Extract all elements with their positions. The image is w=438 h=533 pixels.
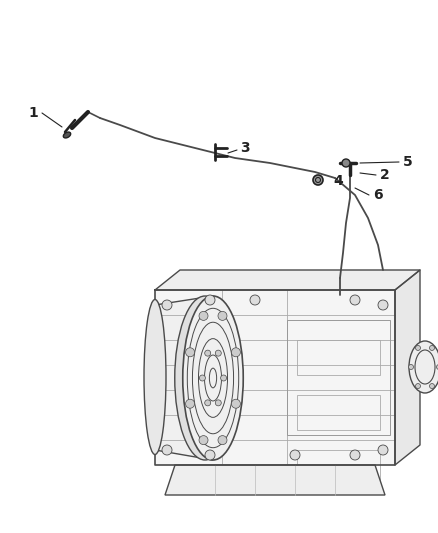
Circle shape (162, 300, 172, 310)
Circle shape (205, 350, 211, 356)
Circle shape (416, 345, 420, 350)
Ellipse shape (175, 296, 235, 460)
Circle shape (199, 375, 205, 381)
Circle shape (205, 295, 215, 305)
Polygon shape (155, 270, 420, 290)
Circle shape (416, 384, 420, 389)
Circle shape (205, 400, 211, 406)
Circle shape (409, 365, 413, 369)
Circle shape (430, 345, 434, 350)
Circle shape (250, 295, 260, 305)
Circle shape (199, 435, 208, 445)
Circle shape (378, 445, 388, 455)
Circle shape (186, 348, 194, 357)
Text: 6: 6 (373, 188, 383, 202)
Text: 3: 3 (240, 141, 250, 155)
Ellipse shape (144, 300, 166, 455)
Polygon shape (155, 296, 213, 460)
Circle shape (205, 450, 215, 460)
Ellipse shape (183, 296, 243, 460)
Circle shape (215, 400, 221, 406)
Ellipse shape (409, 341, 438, 393)
Circle shape (437, 365, 438, 369)
Circle shape (199, 311, 208, 320)
Circle shape (430, 384, 434, 389)
Circle shape (350, 295, 360, 305)
Circle shape (218, 311, 227, 320)
Text: 2: 2 (380, 168, 390, 182)
Circle shape (218, 435, 227, 445)
Circle shape (342, 159, 350, 167)
Text: 4: 4 (333, 174, 343, 188)
Circle shape (290, 450, 300, 460)
Polygon shape (155, 290, 395, 465)
Circle shape (378, 300, 388, 310)
Circle shape (350, 450, 360, 460)
Circle shape (162, 445, 172, 455)
Text: 1: 1 (28, 106, 38, 120)
Circle shape (186, 399, 194, 408)
Circle shape (215, 350, 221, 356)
Polygon shape (395, 270, 420, 465)
Polygon shape (165, 465, 385, 495)
Circle shape (231, 348, 240, 357)
Ellipse shape (64, 132, 71, 138)
Circle shape (313, 175, 323, 185)
Circle shape (221, 375, 226, 381)
Circle shape (231, 399, 240, 408)
Text: 5: 5 (403, 155, 413, 169)
